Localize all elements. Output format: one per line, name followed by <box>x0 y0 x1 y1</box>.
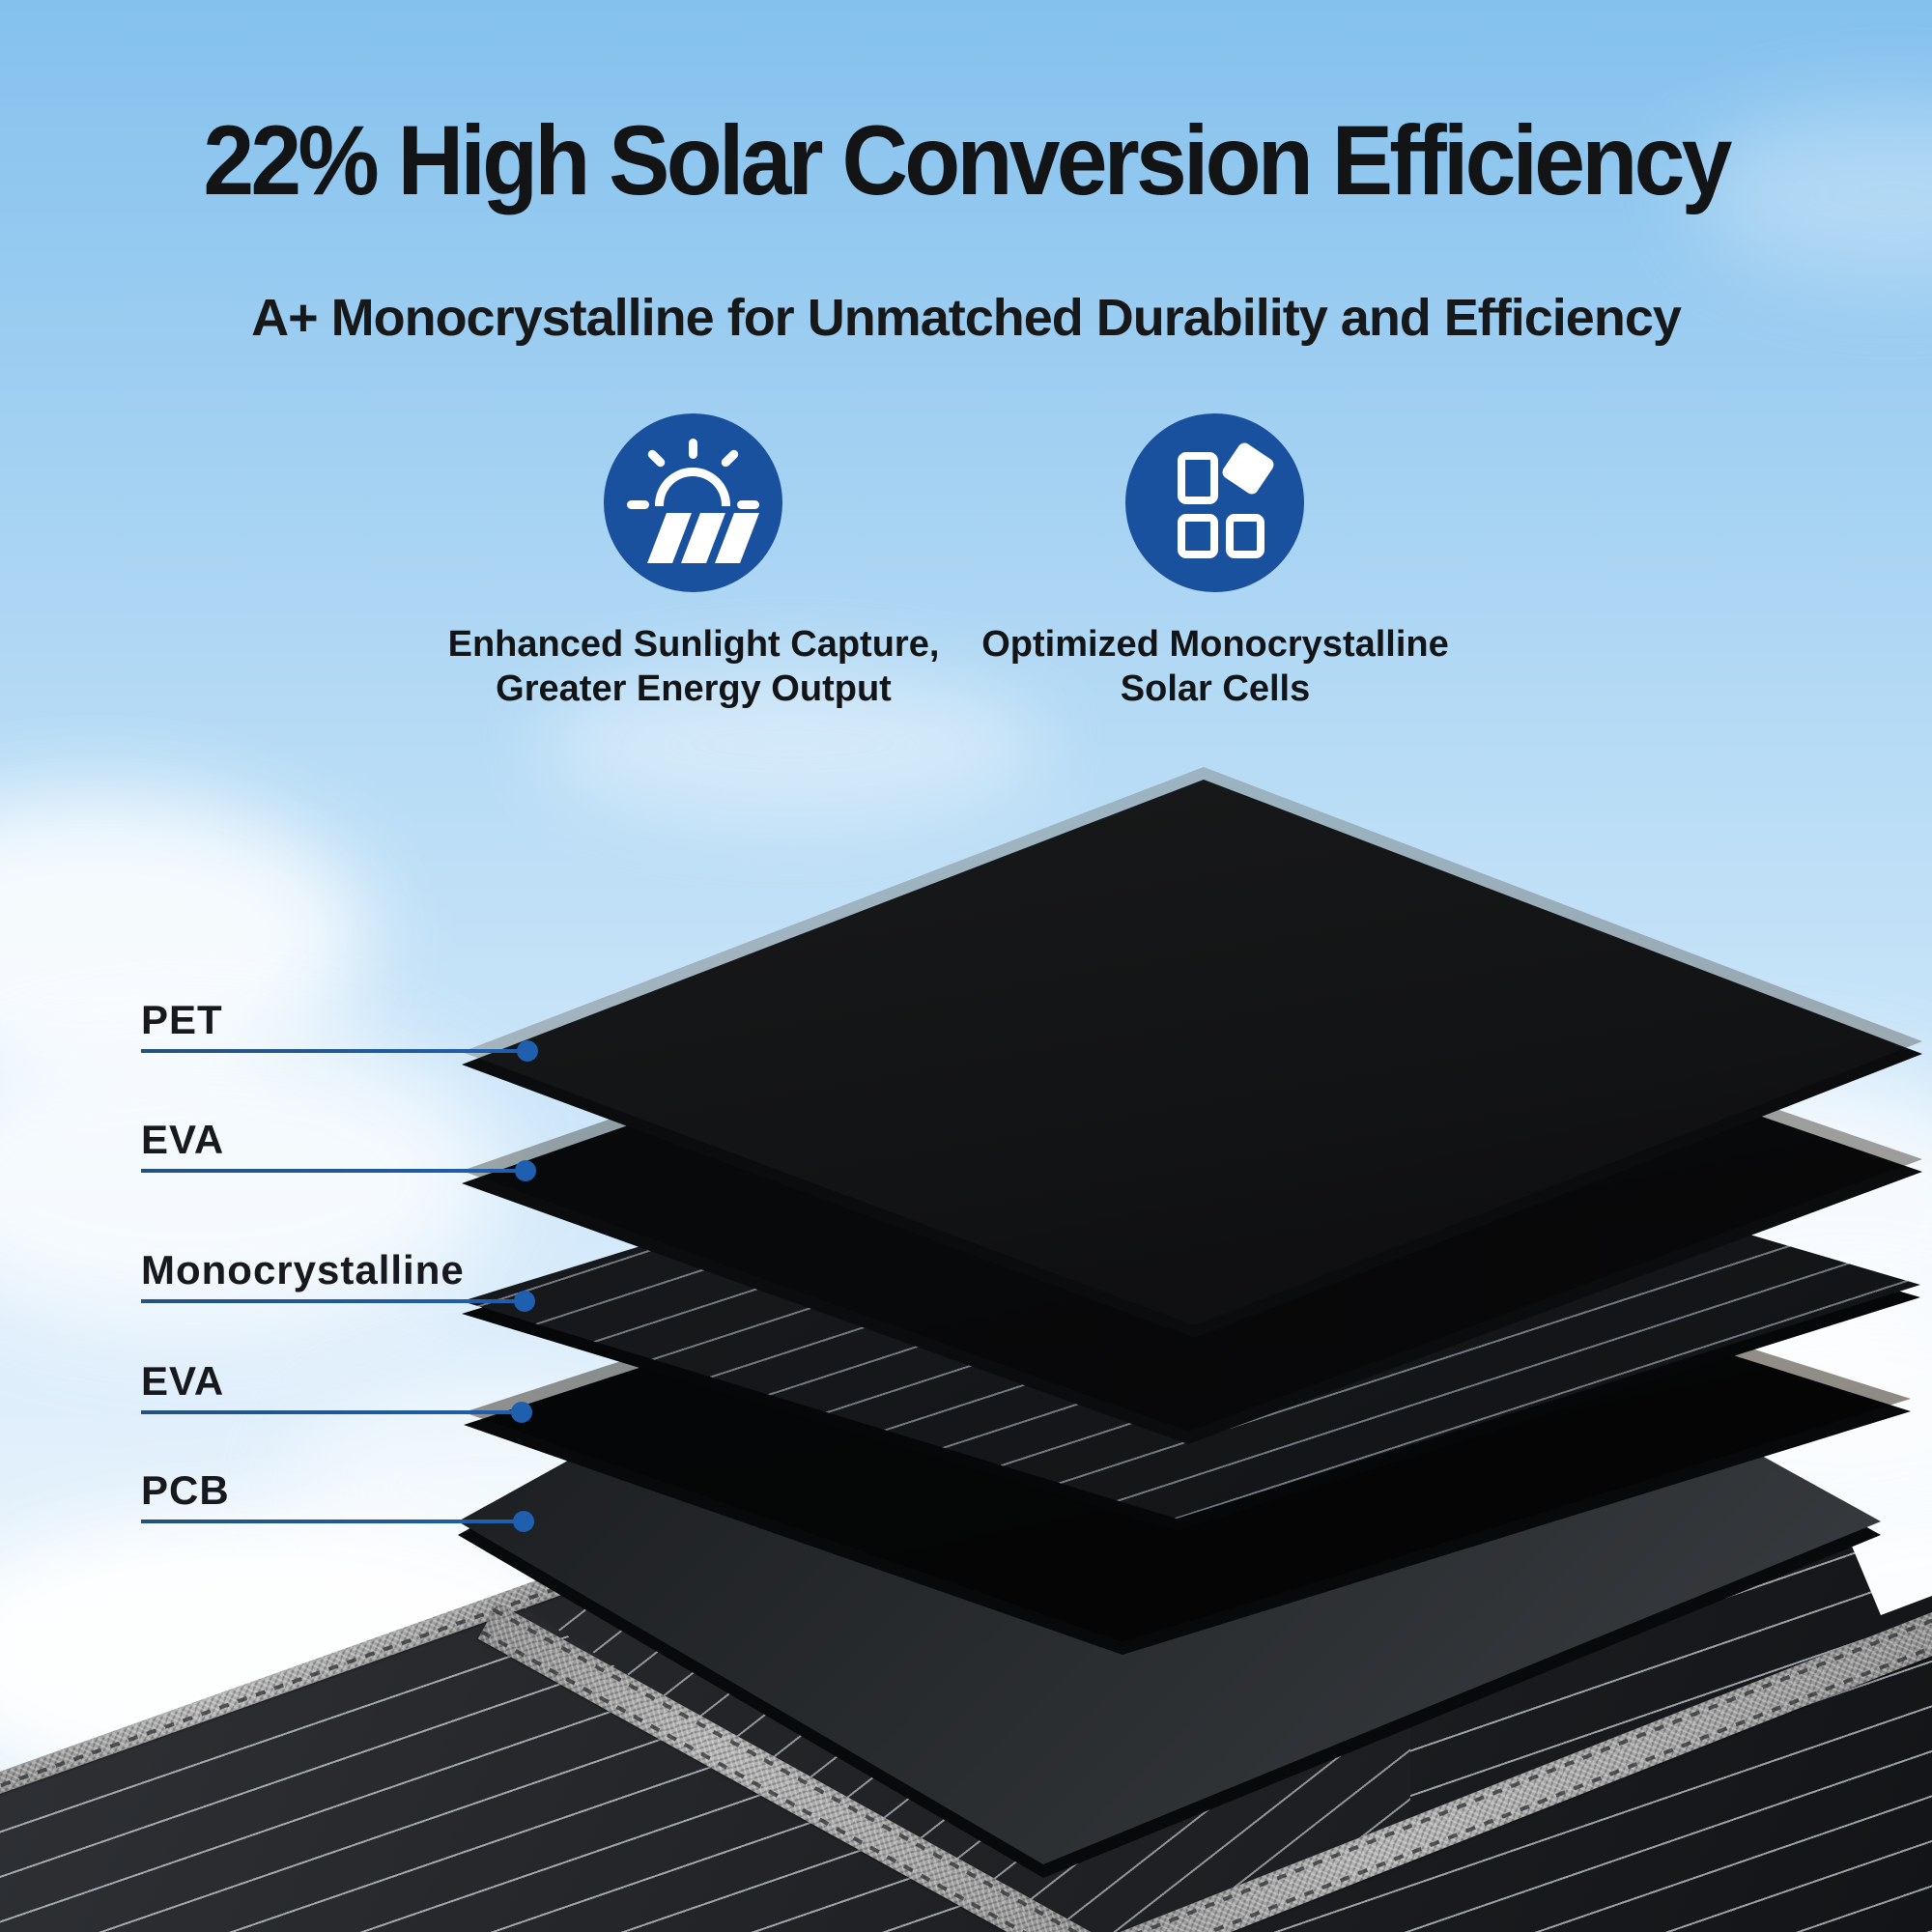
monocrystalline-cells-icon <box>1125 413 1304 592</box>
sun-dash-icon-part <box>737 500 759 509</box>
callout-dot <box>511 1402 532 1423</box>
sun-ray-icon-part <box>689 439 697 459</box>
callout-dot <box>517 1040 538 1062</box>
cell-icon-part <box>1219 440 1277 497</box>
callout-line <box>141 1410 527 1414</box>
layer-label: EVA <box>141 1117 225 1162</box>
page-title: 22% High Solar Conversion Efficiency <box>203 105 1732 215</box>
layer-label: Monocrystalline <box>141 1247 465 1293</box>
sun-ray-icon-part <box>719 447 741 469</box>
feature-caption-line2: Solar Cells <box>1120 668 1311 709</box>
feature-caption-line1: Optimized Monocrystalline <box>981 624 1449 665</box>
callout-dot <box>515 1160 536 1181</box>
cell-icon-part <box>1226 514 1264 558</box>
cell-icon-part <box>1178 452 1218 504</box>
cell-icon-part <box>1178 514 1218 558</box>
feature-caption: Optimized Monocrystalline Solar Cells <box>848 622 1582 711</box>
layer-label: PCB <box>141 1467 230 1513</box>
callout-line <box>141 1169 527 1173</box>
layer-label: PET <box>141 997 223 1042</box>
callout-dot <box>514 1291 535 1312</box>
callout-line <box>141 1520 527 1523</box>
feature-caption-line1: Enhanced Sunlight Capture, <box>447 624 940 665</box>
callout-dot <box>513 1511 534 1532</box>
sun-dash-icon-part <box>627 500 649 509</box>
feature-caption-line2: Greater Energy Output <box>496 668 892 709</box>
feature-caption: Enhanced Sunlight Capture, Greater Energ… <box>327 622 1061 711</box>
callout-line <box>141 1049 527 1053</box>
sun-ray-icon-part <box>645 447 668 469</box>
sun-over-solar-panel-icon <box>604 413 782 592</box>
callout-line <box>141 1299 527 1303</box>
page-subtitle: A+ Monocrystalline for Unmatched Durabil… <box>251 289 1682 347</box>
layer-label: EVA <box>141 1358 225 1404</box>
sun-arc-icon-part <box>655 468 730 506</box>
